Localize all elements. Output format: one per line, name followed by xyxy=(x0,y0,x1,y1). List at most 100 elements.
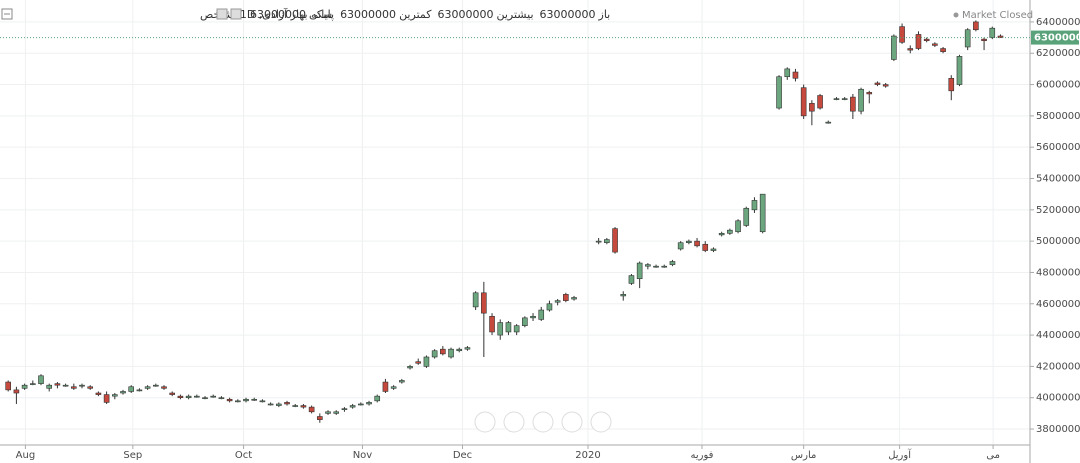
candle-body xyxy=(595,240,602,243)
candle-body xyxy=(54,383,61,386)
candle-body xyxy=(932,43,938,46)
candle-body xyxy=(13,389,20,394)
candle-body xyxy=(546,303,553,311)
candle-body xyxy=(620,294,627,297)
candle-body xyxy=(153,384,159,387)
candle-body xyxy=(161,386,167,389)
candle-body xyxy=(874,82,881,85)
candle-body xyxy=(71,386,77,389)
nav-right[interactable] xyxy=(590,411,612,433)
candle-body xyxy=(997,35,1004,38)
y-tick-label: 42000000 xyxy=(1036,361,1080,372)
candle-body xyxy=(841,98,848,100)
candle-body xyxy=(800,87,807,117)
candle-body xyxy=(981,38,987,42)
candle-body xyxy=(218,397,225,400)
candle-body xyxy=(989,27,996,38)
nav-reset[interactable] xyxy=(532,411,554,433)
x-tick-label: Oct xyxy=(235,450,252,461)
last-price-label: 63000000 xyxy=(1034,33,1080,44)
candle-body xyxy=(636,262,643,280)
candle-body xyxy=(710,248,717,251)
y-tick-label: 52000000 xyxy=(1036,205,1080,216)
candle-body xyxy=(243,398,249,402)
candle-body xyxy=(325,411,331,414)
candle-body xyxy=(850,96,856,112)
last-price-tag xyxy=(1031,30,1079,45)
legend-value: 63000000 xyxy=(540,8,596,21)
candle-body xyxy=(358,403,364,406)
y-tick-label: 44000000 xyxy=(1036,330,1080,341)
candle-body xyxy=(235,400,241,403)
candle-body xyxy=(776,76,782,109)
candle-body xyxy=(267,403,274,406)
nav-left[interactable] xyxy=(474,411,496,433)
candle-body xyxy=(120,391,126,394)
candle-body xyxy=(5,381,12,391)
candle-body xyxy=(415,361,422,364)
candle-body xyxy=(718,233,725,236)
candle-body xyxy=(128,386,135,392)
x-tick-label: Nov xyxy=(353,450,373,461)
candle-body xyxy=(194,395,200,398)
candle-body xyxy=(702,243,709,251)
market-status: Market Closed xyxy=(962,10,1033,21)
candle-body xyxy=(940,48,946,52)
candle-body xyxy=(390,386,397,389)
y-tick-label: 56000000 xyxy=(1036,142,1080,153)
candle-body xyxy=(784,68,791,78)
x-tick-label: Dec xyxy=(453,450,472,461)
y-tick-label: 54000000 xyxy=(1036,174,1080,185)
candle-body xyxy=(727,229,733,234)
candle-body xyxy=(300,405,307,408)
y-tick-label: 64000000 xyxy=(1036,17,1080,28)
settings-button[interactable] xyxy=(216,8,228,20)
candle-body xyxy=(169,392,176,395)
eye-button[interactable] xyxy=(230,8,242,20)
candle-body xyxy=(144,386,151,389)
candle-body xyxy=(891,35,897,60)
y-tick-label: 46000000 xyxy=(1036,299,1080,310)
candles xyxy=(0,20,1030,423)
collapse-button[interactable] xyxy=(1,8,13,20)
candle-body xyxy=(907,48,914,51)
candle-body xyxy=(448,348,454,358)
y-tick-label: 48000000 xyxy=(1036,267,1080,278)
status-dot xyxy=(953,12,959,18)
legend-value: 63000000 xyxy=(340,8,396,21)
candle-body xyxy=(284,402,290,405)
legend-value: 63000000 xyxy=(250,8,306,21)
candle-body xyxy=(251,398,258,401)
nav-zoom-in[interactable] xyxy=(561,411,583,433)
candle-body xyxy=(866,92,873,95)
candle-body xyxy=(259,400,266,403)
candle-body xyxy=(948,77,955,92)
candle-body xyxy=(513,325,520,333)
candle-body xyxy=(505,322,512,333)
candle-body xyxy=(661,265,668,268)
candle-body xyxy=(677,242,684,250)
candle-body xyxy=(628,275,635,284)
candle-body xyxy=(686,240,692,243)
candle-body xyxy=(46,384,53,389)
candle-body xyxy=(792,71,799,79)
candle-body xyxy=(399,380,405,383)
candle-body xyxy=(30,383,36,385)
candle-body xyxy=(185,395,192,399)
candle-body xyxy=(645,264,651,267)
candle-body xyxy=(38,375,44,384)
nav-zoom-out[interactable] xyxy=(503,411,525,433)
candle-body xyxy=(694,240,700,247)
legend-label: کمترین xyxy=(399,8,432,21)
candle-body xyxy=(956,56,963,85)
candle-body xyxy=(341,408,348,410)
candle-body xyxy=(276,403,282,406)
candle-body xyxy=(497,322,504,336)
legend-value: 63000000 xyxy=(437,8,493,21)
candle-body xyxy=(95,392,102,395)
candle-body xyxy=(489,315,495,333)
candle-body xyxy=(882,84,889,87)
candle-body xyxy=(538,309,545,320)
candle-body xyxy=(571,297,577,300)
x-tick-label: Sep xyxy=(123,450,142,461)
